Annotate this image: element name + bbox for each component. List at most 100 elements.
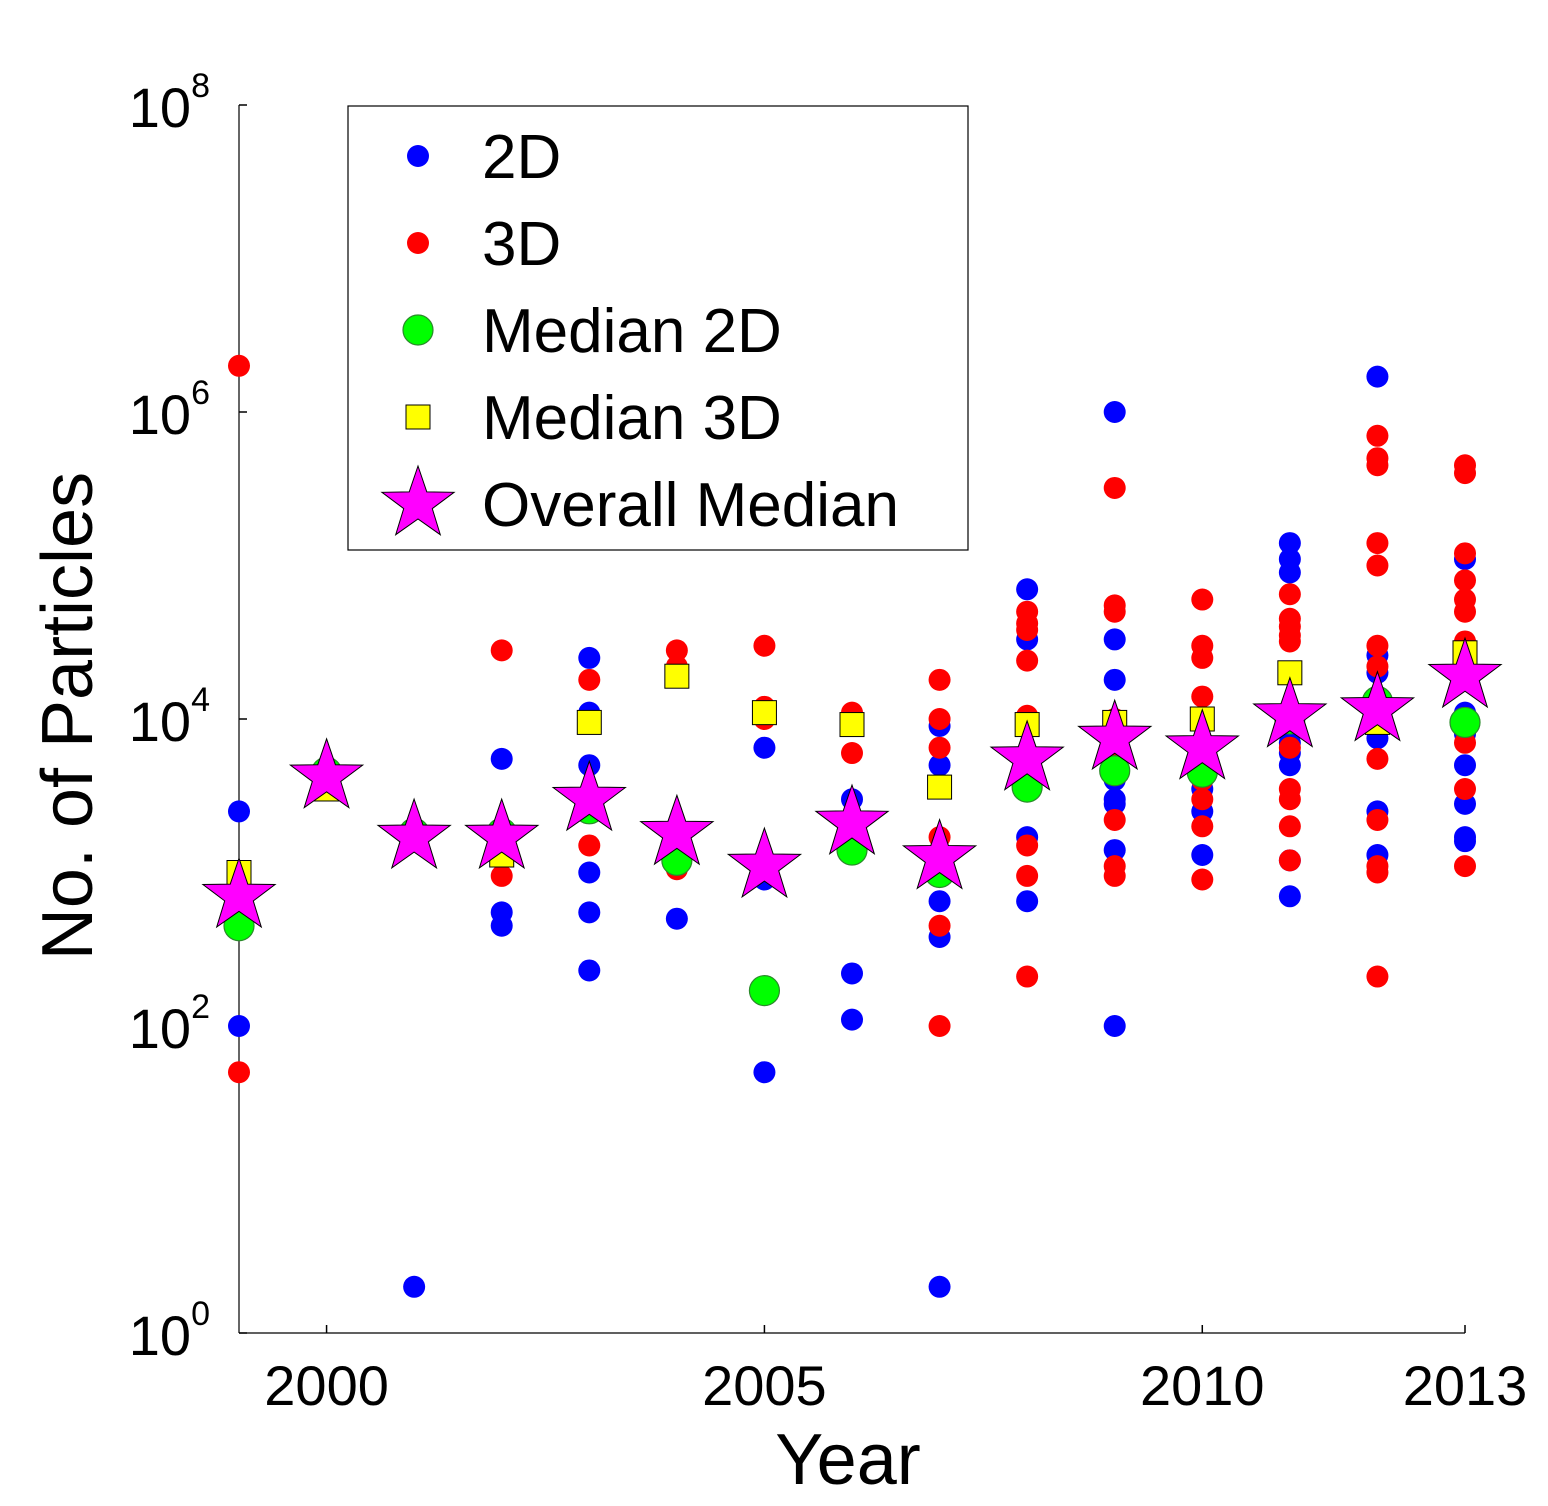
- legend-label-median-3d: Median 3D: [482, 384, 782, 453]
- legend-label-3d: 3D: [482, 210, 561, 279]
- legend-marker-overall-median: [380, 464, 456, 536]
- legend: 2D 3D Median 2D Median 3D Overall Median: [347, 105, 969, 551]
- point-3d: [1278, 849, 1301, 872]
- legend-label-overall-median: Overall Median: [482, 471, 899, 540]
- point-2d: [1103, 839, 1126, 862]
- legend-label-2d: 2D: [482, 123, 561, 192]
- point-3d: [1366, 861, 1389, 884]
- x-tick-label: 2013: [1403, 1354, 1528, 1417]
- point-2d: [1278, 885, 1301, 908]
- point-median-3d: [927, 774, 953, 800]
- point-3d: [1366, 454, 1389, 477]
- point-3d: [1454, 777, 1476, 800]
- legend-label-median-2d: Median 2D: [482, 297, 782, 366]
- y-tick-label: 104: [129, 681, 210, 753]
- point-median-2d: [1099, 755, 1131, 787]
- y-tick-label: 106: [129, 374, 210, 446]
- point-3d: [1278, 630, 1301, 653]
- point-median-3d: [751, 700, 777, 726]
- point-3d: [928, 914, 951, 937]
- point-3d: [1191, 685, 1214, 708]
- legend-marker-3d: [407, 232, 429, 254]
- y-tick-label: 108: [129, 67, 210, 139]
- point-3d: [1278, 736, 1301, 759]
- point-2d: [403, 1275, 426, 1298]
- point-3d: [228, 354, 250, 377]
- point-2d: [578, 959, 601, 982]
- point-2d: [1103, 401, 1126, 423]
- point-3d: [1454, 569, 1476, 592]
- point-overall-median: [1077, 698, 1153, 771]
- point-overall-median: [464, 797, 540, 870]
- point-3d: [1016, 834, 1039, 857]
- point-3d: [578, 834, 601, 857]
- point-2d: [928, 1275, 951, 1298]
- point-3d: [1366, 808, 1389, 831]
- point-3d: [1366, 634, 1389, 657]
- legend-marker-2d: [407, 145, 429, 167]
- point-overall-median: [989, 719, 1065, 791]
- point-3d: [228, 1061, 250, 1084]
- point-overall-median: [376, 797, 452, 870]
- point-overall-median: [1339, 670, 1416, 742]
- point-2d: [490, 747, 513, 770]
- point-overall-median: [201, 856, 277, 929]
- point-overall-median: [901, 818, 978, 890]
- y-tick-label: 102: [129, 988, 210, 1060]
- point-3d: [1454, 855, 1476, 878]
- point-2d: [753, 1061, 776, 1084]
- point-overall-median: [1164, 708, 1240, 780]
- point-3d: [490, 864, 513, 887]
- point-2d: [1103, 1015, 1126, 1037]
- point-3d: [1278, 815, 1301, 838]
- point-3d: [1366, 554, 1389, 577]
- point-3d: [1454, 600, 1476, 623]
- point-2d: [1103, 628, 1126, 651]
- point-2d: [928, 754, 951, 777]
- point-3d: [841, 742, 863, 765]
- point-overall-median: [1427, 636, 1503, 709]
- y-tick-label: 100: [129, 1295, 210, 1367]
- point-3d: [1103, 600, 1126, 623]
- point-2d: [841, 962, 863, 985]
- point-3d: [1191, 646, 1214, 669]
- point-2d: [665, 907, 688, 930]
- point-3d: [1454, 542, 1476, 565]
- point-3d: [1016, 864, 1039, 887]
- point-3d: [1366, 655, 1389, 678]
- legend-box: [347, 105, 969, 551]
- point-2d: [578, 901, 601, 924]
- point-3d: [928, 736, 951, 759]
- point-2d: [1103, 668, 1126, 691]
- point-overall-median: [726, 826, 803, 899]
- point-overall-median: [1252, 676, 1328, 748]
- x-tick-label: 2005: [702, 1354, 827, 1417]
- point-3d: [753, 634, 776, 657]
- x-tick-label: 2000: [264, 1354, 389, 1417]
- point-2d: [1454, 754, 1476, 777]
- point-2d: [1103, 792, 1126, 815]
- point-2d: [841, 1008, 863, 1031]
- point-median-3d: [576, 709, 602, 735]
- point-2d: [753, 736, 776, 759]
- point-2d: [1278, 754, 1301, 777]
- point-2d: [228, 800, 250, 823]
- point-3d: [1454, 462, 1476, 485]
- point-3d: [665, 639, 688, 662]
- legend-marker-median-3d: [405, 404, 431, 430]
- point-3d: [1366, 532, 1389, 555]
- point-3d: [1278, 583, 1301, 606]
- point-3d: [1191, 788, 1214, 811]
- point-2d: [1454, 830, 1476, 853]
- point-3d: [1454, 731, 1476, 754]
- point-2d: [1278, 561, 1301, 584]
- point-2d: [1366, 365, 1389, 388]
- point-3d: [1366, 424, 1389, 447]
- point-overall-median: [551, 759, 627, 832]
- point-3d: [928, 668, 951, 691]
- point-2d: [578, 646, 601, 669]
- point-3d: [1191, 588, 1214, 611]
- point-overall-median: [288, 737, 365, 809]
- point-overall-median: [639, 793, 715, 866]
